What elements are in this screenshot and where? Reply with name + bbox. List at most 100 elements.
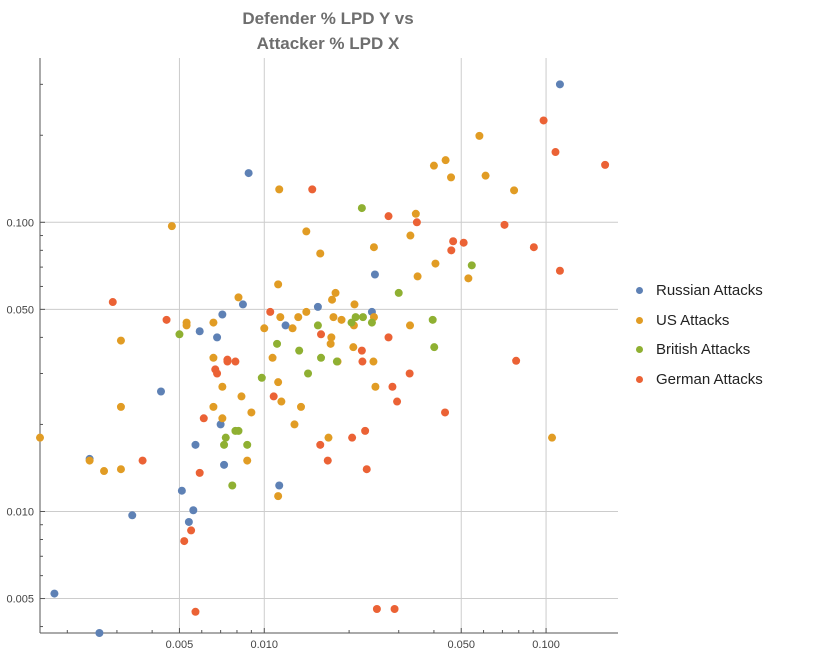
- data-point: [175, 330, 184, 339]
- data-point: [243, 440, 252, 449]
- data-point: [297, 402, 306, 411]
- legend-item-german: German Attacks: [636, 365, 763, 395]
- legend-label: US Attacks: [656, 311, 730, 329]
- data-point: [313, 321, 322, 330]
- data-point: [348, 433, 357, 442]
- data-point: [308, 185, 317, 194]
- legend-marker-icon: [636, 346, 643, 354]
- legend-label: German Attacks: [656, 370, 763, 388]
- data-point: [85, 456, 94, 465]
- data-point: [388, 382, 397, 391]
- data-point: [213, 333, 222, 342]
- data-point: [277, 397, 286, 406]
- data-point: [162, 315, 171, 324]
- data-point: [244, 169, 253, 178]
- data-point: [302, 307, 311, 316]
- x-tick-label: 0.050: [447, 639, 475, 651]
- data-point: [510, 186, 519, 195]
- data-point: [555, 80, 564, 89]
- data-point: [369, 243, 378, 252]
- data-point: [349, 343, 358, 352]
- data-point: [195, 327, 204, 336]
- data-point: [326, 339, 335, 348]
- data-point: [551, 148, 560, 157]
- data-point: [275, 481, 284, 490]
- data-point: [220, 440, 229, 449]
- data-point: [317, 353, 326, 362]
- data-point: [328, 295, 337, 304]
- data-point: [406, 321, 415, 330]
- data-point: [216, 420, 225, 429]
- data-point: [447, 173, 456, 182]
- data-point: [276, 313, 285, 322]
- data-point: [412, 218, 421, 227]
- data-point: [548, 433, 557, 442]
- y-tick-label: 0.010: [6, 506, 34, 518]
- data-point: [481, 171, 490, 180]
- data-point: [269, 392, 278, 401]
- data-point: [529, 243, 538, 252]
- data-point: [260, 324, 269, 333]
- data-point: [316, 249, 325, 258]
- data-point: [189, 506, 198, 515]
- data-point: [257, 373, 266, 382]
- data-point: [36, 433, 44, 442]
- data-point: [116, 336, 125, 345]
- data-point: [302, 227, 311, 236]
- data-point: [209, 402, 218, 411]
- data-point: [467, 261, 476, 270]
- data-point: [237, 392, 246, 401]
- data-point: [50, 589, 59, 598]
- data-point: [138, 456, 147, 465]
- data-point: [220, 460, 229, 469]
- data-point: [430, 343, 439, 352]
- x-tick-label: 0.005: [166, 639, 194, 651]
- data-point: [369, 357, 378, 366]
- data-point: [273, 339, 282, 348]
- data-point: [238, 300, 247, 309]
- data-point: [357, 346, 366, 355]
- data-point: [209, 318, 218, 327]
- data-point: [218, 382, 227, 391]
- data-point: [108, 298, 117, 307]
- data-point: [350, 300, 359, 309]
- data-points: [36, 80, 610, 637]
- data-point: [290, 420, 299, 429]
- data-point: [464, 274, 473, 283]
- legend-label: Russian Attacks: [656, 282, 763, 300]
- data-point: [167, 222, 176, 231]
- data-point: [191, 440, 200, 449]
- data-point: [331, 288, 340, 297]
- data-point: [384, 212, 393, 221]
- data-point: [184, 517, 193, 526]
- data-point: [191, 607, 200, 616]
- data-point: [393, 397, 402, 406]
- data-point: [405, 369, 414, 378]
- data-point: [266, 307, 275, 316]
- data-point: [228, 481, 237, 490]
- data-point: [294, 313, 303, 322]
- legend: Russian Attacks US Attacks British Attac…: [636, 276, 763, 394]
- data-point: [274, 492, 283, 501]
- chart-title-line-1: Defender % LPD Y vs: [242, 9, 413, 28]
- data-point: [323, 456, 332, 465]
- data-point: [449, 237, 458, 246]
- data-point: [390, 605, 399, 614]
- data-point: [199, 414, 208, 423]
- y-tick-label: 0.100: [6, 217, 34, 229]
- data-point: [329, 313, 338, 322]
- chart-title-line-2: Attacker % LPD X: [257, 34, 400, 53]
- data-point: [441, 156, 450, 165]
- data-point: [372, 605, 381, 614]
- data-point: [601, 160, 610, 169]
- data-point: [116, 402, 125, 411]
- data-point: [351, 313, 360, 322]
- data-point: [218, 414, 227, 423]
- data-point: [247, 408, 256, 417]
- data-point: [324, 433, 333, 442]
- data-point: [128, 511, 137, 520]
- y-tick-label: 0.005: [6, 594, 34, 606]
- data-point: [512, 356, 521, 365]
- x-tick-label: 0.100: [532, 639, 560, 651]
